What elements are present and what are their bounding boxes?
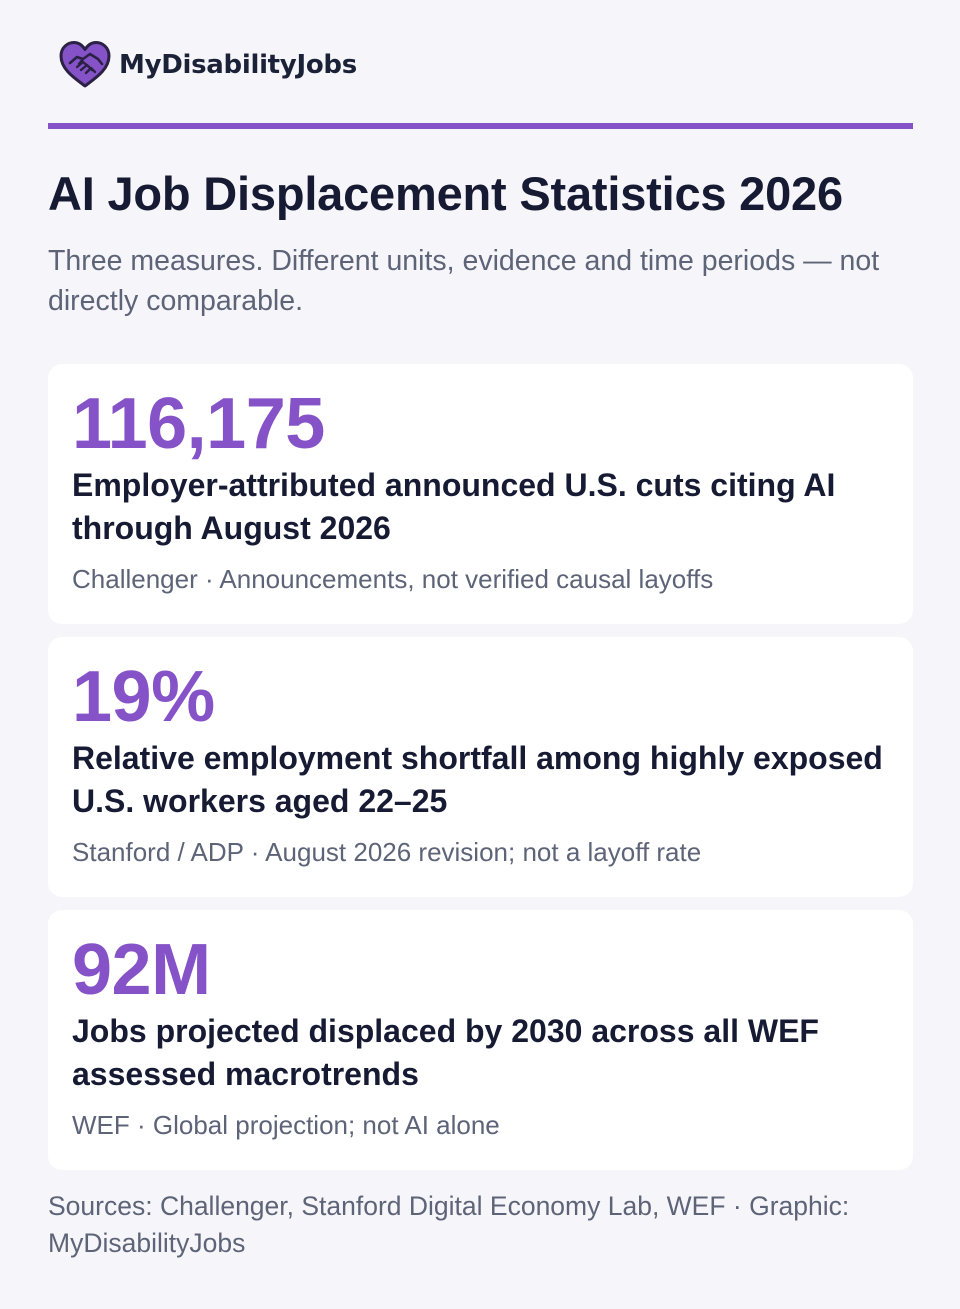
page-title: AI Job Displacement Statistics 2026: [48, 167, 843, 220]
stat-source-note: WEF · Global projection; not AI alone: [72, 1110, 500, 1140]
brand-logo: MyDisabilityJobs: [58, 40, 357, 90]
stat-description: Relative employment shortfall among high…: [72, 740, 883, 819]
stat-source-note: Challenger · Announcements, not verified…: [72, 564, 714, 594]
stat-value: 92M: [72, 930, 211, 1010]
page-subtitle: Three measures. Different units, evidenc…: [48, 245, 880, 317]
stat-value: 19%: [72, 657, 215, 737]
stat-description: Jobs projected displaced by 2030 across …: [72, 1013, 819, 1092]
stat-card: 19% Relative employment shortfall among …: [48, 637, 913, 897]
stat-card: 116,175 Employer-attributed announced U.…: [48, 364, 913, 624]
stat-card: 92M Jobs projected displaced by 2030 acr…: [48, 910, 913, 1170]
stat-description: Employer-attributed announced U.S. cuts …: [72, 467, 836, 546]
sources-footer: Sources: Challenger, Stanford Digital Ec…: [48, 1191, 850, 1258]
accent-divider: [48, 123, 913, 129]
brand-name: MyDisabilityJobs: [119, 50, 357, 80]
stat-value: 116,175: [72, 384, 325, 464]
stat-source-note: Stanford / ADP · August 2026 revision; n…: [72, 837, 702, 867]
heart-handshake-icon: [59, 41, 111, 88]
